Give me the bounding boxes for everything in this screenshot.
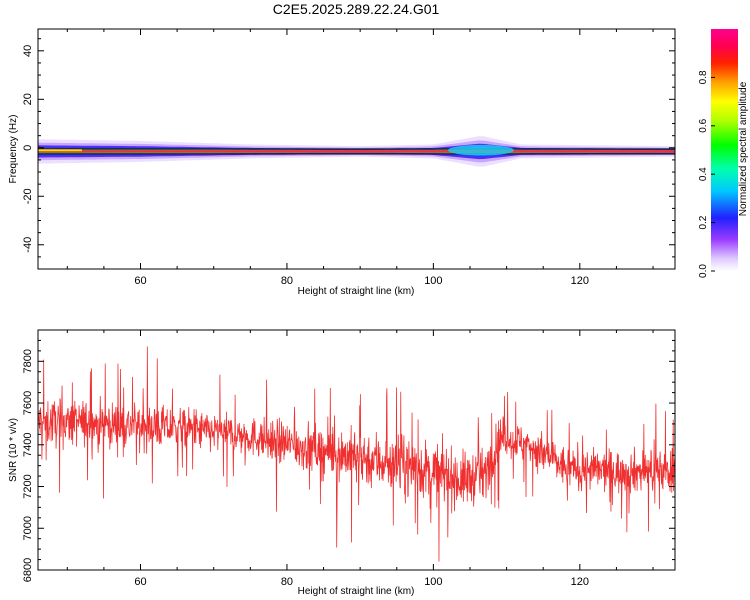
band-bump <box>448 144 514 156</box>
colorbar-ticks: 0.0 0.2 0.4 0.6 0.8 <box>698 70 715 278</box>
colorbar-tick-label: 0.6 <box>698 118 709 132</box>
colorbar-tick-label: 0.4 <box>698 167 709 181</box>
spectrogram-y-tick-label: 20 <box>22 93 34 105</box>
snr-frame <box>37 329 676 571</box>
snr-x-ticks: 60 80 100 120 <box>66 330 654 588</box>
colorbar: 0.0 0.2 0.4 0.6 0.8 Normalized spectral ampl… <box>698 29 749 278</box>
snr-series-line <box>38 346 675 562</box>
snr-panel: 60 80 100 120 6800 7000 7200 7400 7600 7800 Heig… <box>8 329 676 597</box>
snr-x-tick-label: 100 <box>424 576 442 588</box>
spectrogram-x-ticks: 60 80 100 120 <box>66 29 654 287</box>
spectrogram-x-tick-label: 80 <box>281 275 293 287</box>
snr-y-ticks: 6800 7000 7200 7400 7600 7800 <box>22 329 675 582</box>
snr-y-tick-label: 7800 <box>22 349 34 373</box>
colorbar-tick-label: 0.2 <box>698 215 709 229</box>
band-center-line <box>38 150 675 153</box>
spectrogram-y-tick-label: -40 <box>22 237 34 253</box>
spectrogram-y-tick-label: -20 <box>22 188 34 204</box>
colorbar-tick-label: 0.0 <box>698 264 709 278</box>
spectrogram-y-tick-label: 0 <box>22 145 34 151</box>
spectrogram-y-ticks: -40 -20 0 20 40 <box>22 38 675 258</box>
spectrogram-band <box>38 136 675 167</box>
chart-title: C2E5.2025.289.22.24.G01 <box>273 1 440 17</box>
snr-x-tick-label: 120 <box>571 576 589 588</box>
colorbar-label: Normalized spectral amplitude <box>738 81 749 216</box>
snr-x-tick-label: 80 <box>281 576 293 588</box>
colorbar-tick-label: 0.8 <box>698 70 709 84</box>
spectrogram-x-tick-label: 120 <box>571 275 589 287</box>
colorbar-gradient <box>711 29 738 271</box>
snr-y-tick-label: 7400 <box>22 433 34 457</box>
spectrogram-x-label: Height of straight line (km) <box>298 286 415 297</box>
snr-y-tick-label: 6800 <box>22 558 34 582</box>
snr-y-tick-label: 7200 <box>22 474 34 498</box>
spectrogram-frame <box>37 28 676 270</box>
spectrogram-x-tick-label: 100 <box>424 275 442 287</box>
snr-x-label: Height of straight line (km) <box>298 586 415 597</box>
spectrogram-y-label: Frequency (Hz) <box>8 115 19 184</box>
snr-y-tick-label: 7600 <box>22 391 34 415</box>
spectrogram-panel: 60 80 100 120 -40 -20 0 20 40 Height of straigh… <box>8 28 676 297</box>
spectrogram-x-tick-label: 60 <box>134 275 146 287</box>
band-yellow-segment <box>38 149 82 152</box>
snr-y-label: SNR (10 * v/v) <box>8 418 19 482</box>
snr-y-tick-label: 7000 <box>22 516 34 540</box>
snr-x-tick-label: 60 <box>134 576 146 588</box>
spectrogram-y-tick-label: 40 <box>22 45 34 57</box>
